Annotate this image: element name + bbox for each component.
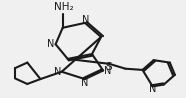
Text: N: N	[105, 66, 112, 76]
Text: N: N	[81, 78, 89, 88]
Text: S: S	[106, 62, 113, 72]
Text: N: N	[54, 67, 61, 77]
Text: NH₂: NH₂	[54, 2, 73, 12]
Text: N: N	[47, 39, 55, 49]
Text: N: N	[149, 84, 156, 94]
Text: N: N	[82, 15, 90, 25]
